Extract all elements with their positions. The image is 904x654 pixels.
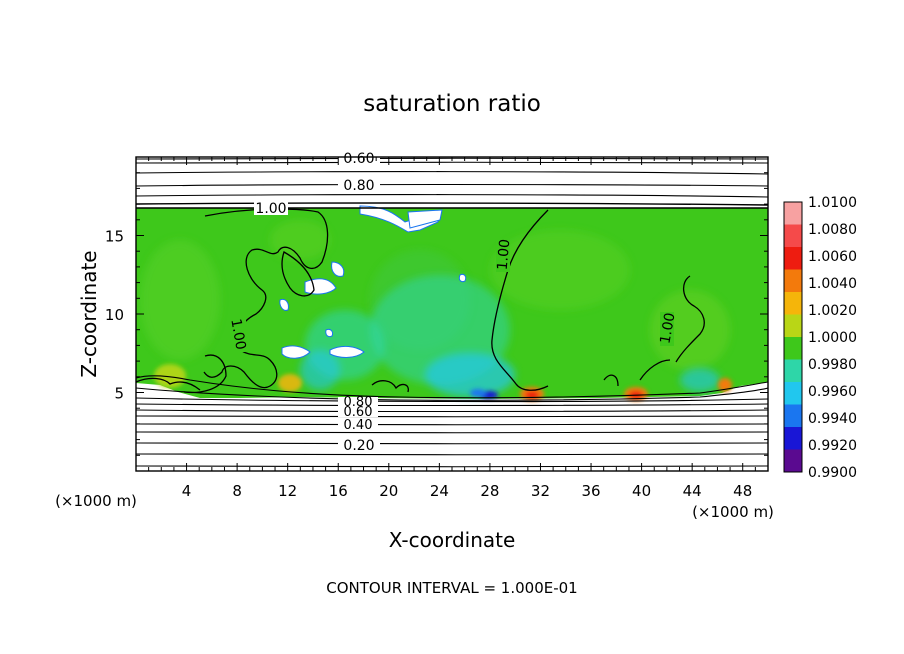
- x-unit-label: (×1000 m): [692, 503, 774, 521]
- contour-label: 0.80: [343, 178, 374, 194]
- x-tick-label: 40: [632, 482, 651, 500]
- plot-area: [136, 157, 768, 471]
- colorbar-swatch: [784, 382, 802, 405]
- x-axis: 4 8 12 16 20 24 28 32 36 40 44 48: [148, 157, 756, 500]
- colorbar-label: 1.0020: [808, 303, 857, 319]
- colorbar-swatch: [784, 359, 802, 383]
- contours-lower: [136, 375, 768, 468]
- colorbar: 1.0100 1.0080 1.0060 1.0040 1.0020 1.0000 0.99…: [783, 195, 857, 481]
- x-tick-label: 32: [531, 482, 550, 500]
- chart-title: saturation ratio: [363, 91, 541, 117]
- contour-label: 1.00: [227, 318, 248, 351]
- colorbar-swatch: [784, 337, 802, 360]
- contour-label-bg-a: [496, 238, 510, 272]
- y-tick-label: 15: [105, 228, 124, 246]
- colorbar-swatch: [784, 314, 802, 338]
- colorbar-label: 1.0040: [808, 276, 857, 292]
- colorbar-label: 1.0000: [808, 330, 857, 346]
- x-tick-label: 12: [278, 482, 297, 500]
- colorbar-swatch: [784, 247, 802, 270]
- y-tick-label: 5: [114, 385, 124, 403]
- x-tick-label: 4: [182, 482, 192, 500]
- contour-label: 0.20: [343, 438, 374, 454]
- y-axis-title: Z-coordinate: [77, 250, 101, 377]
- colorbar-label: 0.9940: [808, 411, 857, 427]
- contour-label-bg-c: [660, 312, 674, 346]
- x-tick-label: 24: [430, 482, 449, 500]
- contour-label: 0.80: [344, 395, 373, 410]
- colorbar-label: 0.9980: [808, 357, 857, 373]
- x-tick-label: 8: [232, 482, 242, 500]
- x-tick-label: 48: [733, 482, 752, 500]
- colorbar-swatch: [784, 202, 802, 225]
- colorbar-label: 0.9900: [808, 465, 857, 481]
- contours-upper: [136, 157, 768, 209]
- colorbar-swatch: [784, 292, 802, 315]
- contour-label: 0.60: [344, 405, 373, 420]
- x-tick-label: 16: [329, 482, 348, 500]
- contour-label: 0.60: [343, 151, 374, 167]
- colorbar-swatch: [784, 404, 802, 428]
- contours-1.00: [136, 208, 705, 394]
- contour-label: 0.40: [344, 418, 373, 433]
- contour-label-backgrounds: [254, 157, 380, 451]
- x-tick-label: 44: [683, 482, 702, 500]
- x-tick-label: 28: [480, 482, 499, 500]
- contour-labels: 0.60 0.80 1.00 1.00 1.00 1.00 0.80 0.60 …: [227, 151, 678, 454]
- colorbar-swatch: [784, 427, 802, 450]
- y-axis: 5 10 15: [105, 172, 768, 456]
- contour-label: 1.00: [495, 238, 514, 270]
- y-tick-label: 10: [105, 306, 124, 324]
- colorbar-label: 1.0060: [808, 249, 857, 265]
- contour-label-bg-b: [232, 318, 246, 352]
- colorbar-swatch: [784, 269, 802, 293]
- colorbar-label: 0.9920: [808, 438, 857, 454]
- z-unit-label: (×1000 m): [55, 492, 137, 510]
- colorbar-swatch: [784, 224, 802, 248]
- colorbar-frame: [783, 201, 803, 473]
- x-tick-label: 20: [379, 482, 398, 500]
- x-axis-title: X-coordinate: [389, 528, 516, 552]
- x-tick-label: 36: [581, 482, 600, 500]
- contour-label: 1.00: [255, 201, 286, 217]
- subsaturated-region: [300, 275, 720, 397]
- contour-interval-note: CONTOUR INTERVAL = 1.000E-01: [326, 579, 577, 597]
- colorbar-label: 0.9960: [808, 384, 857, 400]
- colorbar-label: 1.0080: [808, 222, 857, 238]
- colorbar-label: 1.0100: [808, 195, 857, 211]
- contour-label: 1.00: [657, 312, 678, 345]
- colorbar-swatch: [784, 449, 802, 473]
